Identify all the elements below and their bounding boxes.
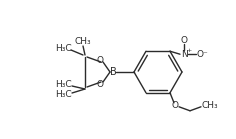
Text: CH₃: CH₃ — [202, 101, 218, 110]
Text: O: O — [172, 101, 178, 110]
Text: H₃C: H₃C — [55, 80, 71, 89]
Text: O: O — [97, 55, 104, 64]
Text: O⁻: O⁻ — [196, 50, 208, 59]
Text: +: + — [186, 48, 192, 53]
Text: CH₃: CH₃ — [75, 37, 91, 45]
Text: O: O — [181, 36, 187, 45]
Text: B: B — [110, 67, 116, 77]
Text: H₃C: H₃C — [55, 44, 71, 53]
Text: N: N — [181, 50, 187, 59]
Text: H₃C: H₃C — [55, 90, 71, 99]
Text: O: O — [97, 80, 104, 89]
